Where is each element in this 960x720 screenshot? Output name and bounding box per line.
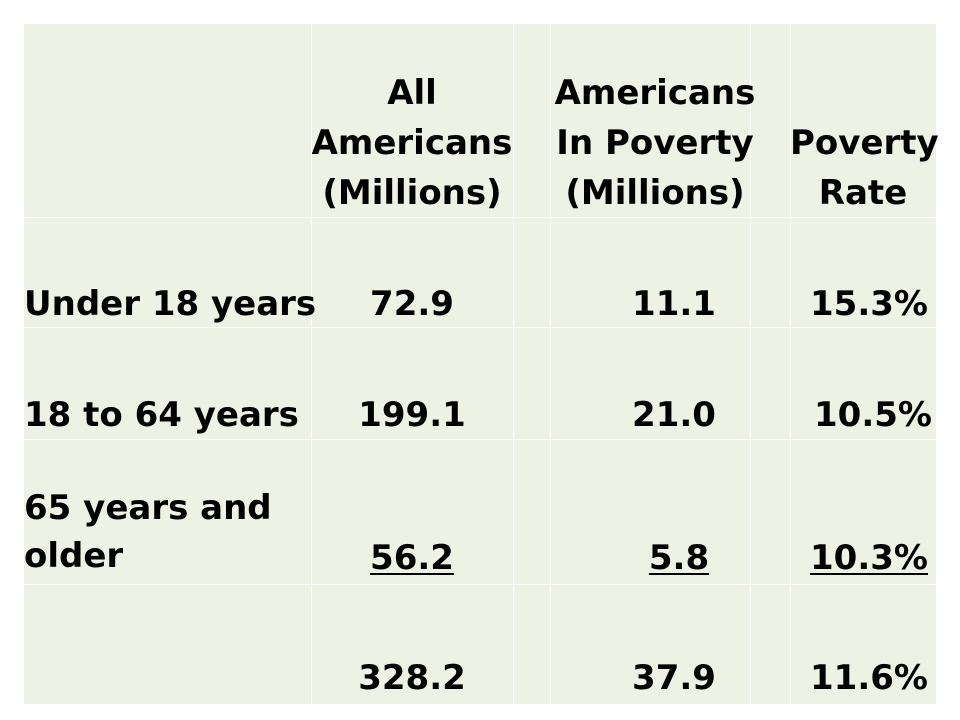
cell-all-65-and-older: 56.2 [324,534,500,582]
poverty-table: All Americans (Millions) Americans In Po… [24,24,939,704]
underlined-value: 5.8 [648,538,710,578]
row-label-line: 18 to 64 years [24,395,299,435]
row-divider [24,584,936,585]
header-line: Poverty [790,123,939,163]
header-line: In Poverty [556,123,754,163]
header-line: Americans [311,123,513,163]
header-all-americans: All Americans (Millions) [311,68,513,218]
header-line: Rate [818,173,908,213]
header-line: (Millions) [322,173,502,213]
row-label-18-to-64: 18 to 64 years [24,391,299,439]
cell-all-total: 328.2 [358,658,466,698]
column-divider [550,24,551,704]
header-line: Americans [554,73,756,113]
cell-poverty-under-18: 11.1 [632,284,716,324]
column-divider [750,24,751,704]
cell-poverty-total: 37.9 [632,658,716,698]
header-poverty-rate: Poverty Rate [790,118,939,218]
cell-all-under-18: 72.9 [370,284,454,324]
row-label-under-18: Under 18 years [24,280,316,328]
underlined-value: 56.2 [370,538,454,578]
row-label-line: Under 18 years [24,284,317,324]
cell-rate-18-to-64: 10.5% [814,395,932,435]
cell-poverty-65-and-older: 5.8 [624,534,734,582]
row-label-line: 65 years and [24,488,272,528]
row-divider [24,327,936,328]
cell-poverty-18-to-64: 21.0 [632,395,716,435]
header-americans-in-poverty: Americans In Poverty (Millions) [550,68,760,218]
row-divider [24,439,936,440]
row-label-65-and-older: 65 years and older [24,484,272,580]
column-divider [311,24,312,704]
cell-rate-total: 11.6% [810,658,928,698]
column-divider [790,24,791,704]
header-line: All [387,73,437,113]
underlined-value: 10.3% [810,538,928,578]
cell-rate-under-18: 15.3% [810,284,928,324]
cell-rate-65-and-older: 10.3% [804,534,934,582]
column-divider [513,24,514,704]
cell-all-18-to-64: 199.1 [358,395,466,435]
header-line: (Millions) [565,173,745,213]
row-label-line: older [24,536,124,576]
row-divider [24,217,936,218]
